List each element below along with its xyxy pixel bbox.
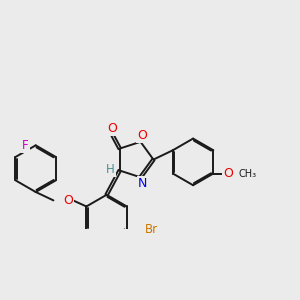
Text: O: O <box>63 194 73 207</box>
Text: O: O <box>108 122 118 136</box>
Text: Br: Br <box>145 223 158 236</box>
Text: O: O <box>137 129 147 142</box>
Text: N: N <box>138 177 148 190</box>
Text: H: H <box>106 163 115 176</box>
Text: F: F <box>22 139 29 152</box>
Text: CH₃: CH₃ <box>238 169 256 178</box>
Text: O: O <box>223 167 233 180</box>
